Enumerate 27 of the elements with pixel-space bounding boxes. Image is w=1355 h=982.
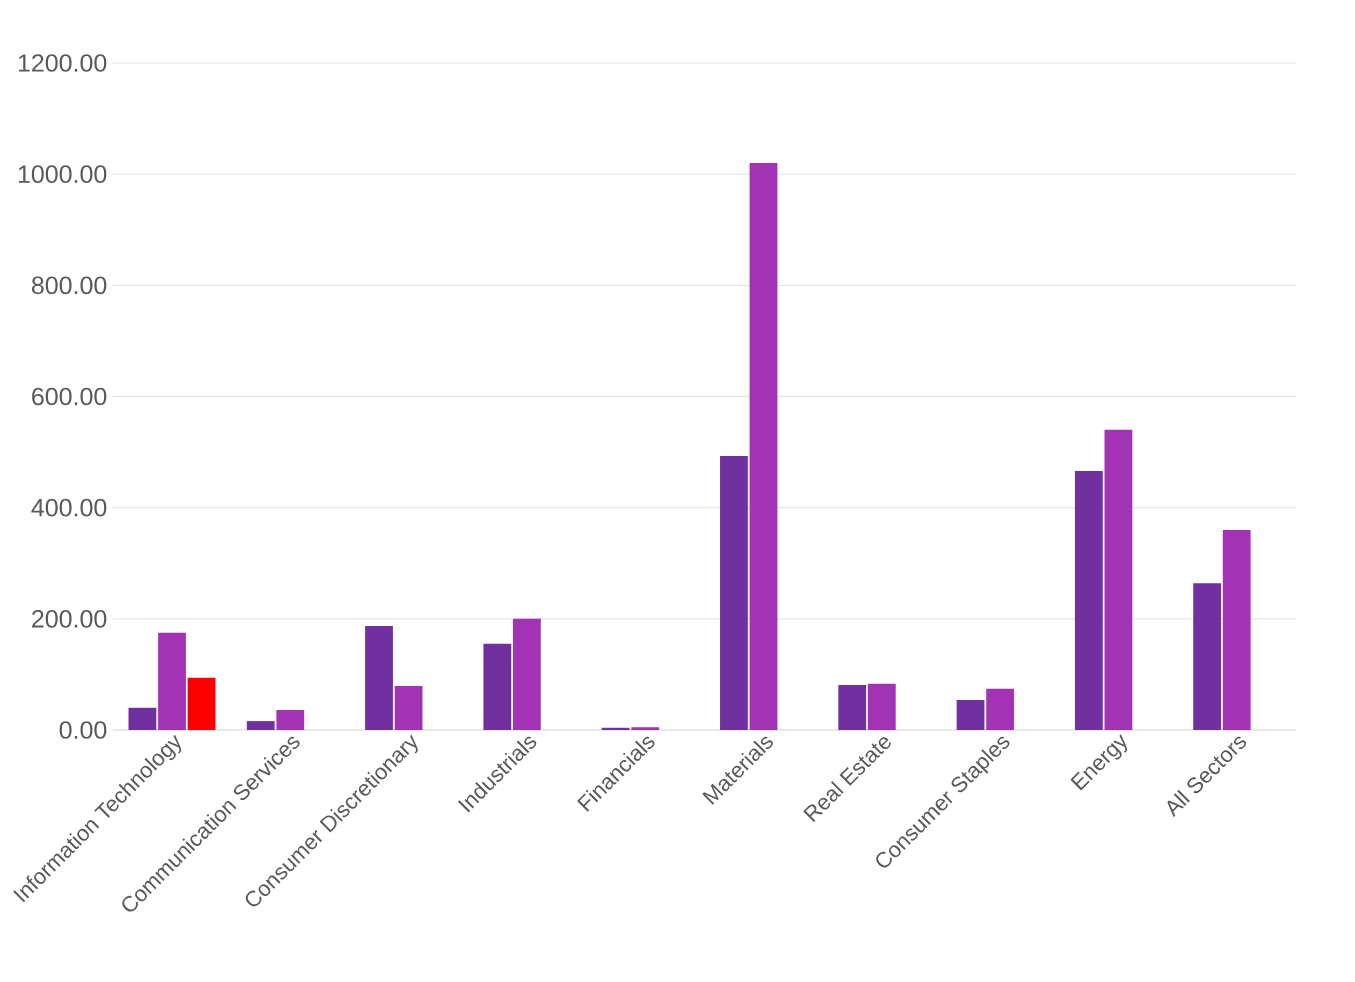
bar [838, 684, 867, 730]
y-tick-label: 800.00 [31, 276, 107, 295]
bar [483, 643, 512, 730]
y-tick-label: 1200.00 [18, 54, 107, 72]
bar [394, 686, 423, 730]
bar [956, 699, 985, 730]
y-tick-label: 400.00 [31, 498, 107, 517]
bar [1074, 470, 1103, 730]
bar [720, 455, 748, 730]
y-tick-label: 600.00 [32, 387, 107, 406]
bar [246, 721, 275, 730]
bar [867, 683, 896, 730]
bar [1193, 583, 1222, 730]
bar [513, 618, 541, 730]
bar [128, 707, 157, 730]
y-tick-label: 1000.00 [18, 165, 107, 184]
bar [187, 677, 216, 730]
bar [631, 727, 660, 730]
bar [1104, 429, 1133, 730]
bar [365, 626, 393, 730]
y-tick-label: 200.00 [32, 609, 107, 628]
bar [1222, 529, 1251, 730]
bar [601, 727, 630, 730]
bar [749, 163, 778, 730]
bar [158, 632, 186, 730]
bar [276, 709, 305, 730]
bar [986, 688, 1015, 730]
